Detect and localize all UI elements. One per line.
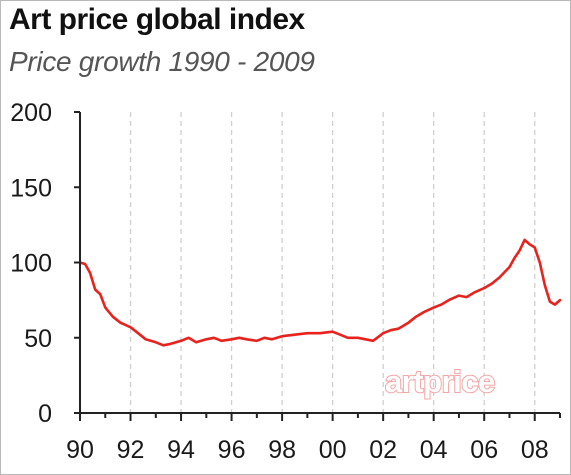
axes <box>74 111 561 421</box>
series-layer <box>78 238 562 347</box>
chart-subtitle: Price growth 1990 - 2009 <box>9 46 315 77</box>
series-line <box>78 238 562 347</box>
chart-title: Art price global index <box>9 3 305 36</box>
y-tick-label: 150 <box>10 174 52 202</box>
x-tick-labels: 90 92 94 96 98 00 02 04 06 08 <box>66 436 549 464</box>
x-tick-label: 04 <box>420 436 448 464</box>
x-tick-label: 02 <box>369 436 397 464</box>
x-tick-label: 08 <box>521 436 549 464</box>
x-tick-label: 98 <box>268 436 296 464</box>
x-tick-label: 90 <box>66 436 94 464</box>
y-tick-labels: 0 50 100 150 200 <box>10 99 52 428</box>
x-tick-label: 00 <box>319 436 347 464</box>
logo-text: artprice <box>385 364 495 399</box>
y-tick-label: 100 <box>10 250 52 278</box>
x-tick-label: 06 <box>470 436 498 464</box>
artprice-logo: artprice <box>384 363 496 400</box>
y-tick-label: 200 <box>10 99 52 127</box>
x-tick-label: 96 <box>218 436 246 464</box>
x-tick-label: 94 <box>167 436 195 464</box>
x-tick-label: 92 <box>117 436 145 464</box>
y-tick-label: 50 <box>24 325 52 353</box>
y-tick-label: 0 <box>38 400 52 428</box>
